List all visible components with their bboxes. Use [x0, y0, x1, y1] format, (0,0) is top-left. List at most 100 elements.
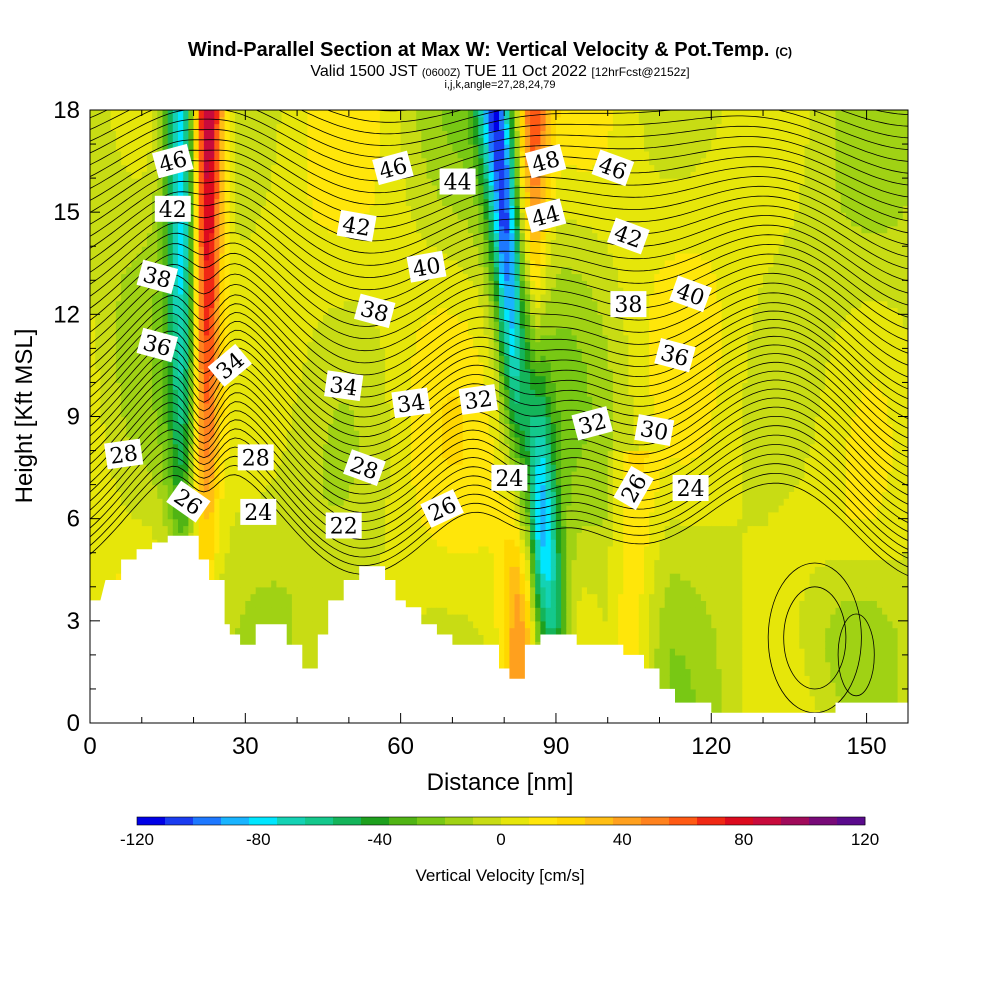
velocity-cell: [152, 110, 158, 111]
velocity-cell: [90, 402, 96, 411]
velocity-cell: [203, 171, 210, 179]
velocity-cell: [240, 280, 246, 288]
velocity-cell: [364, 368, 371, 377]
velocity-cell: [281, 198, 288, 206]
velocity-cell: [219, 293, 226, 302]
velocity-cell: [266, 205, 272, 213]
velocity-cell: [317, 491, 324, 499]
velocity-cell: [100, 232, 107, 240]
velocity-cell: [136, 416, 143, 424]
velocity-cell: [317, 144, 324, 152]
velocity-cell: [131, 178, 138, 186]
velocity-cell: [276, 464, 283, 472]
velocity-cell: [183, 110, 189, 111]
velocity-cell: [307, 314, 314, 322]
velocity-cell: [105, 430, 112, 438]
velocity-cell: [157, 246, 164, 254]
velocity-cell: [307, 178, 314, 186]
velocity-cell: [95, 178, 101, 186]
velocity-cell: [193, 205, 200, 213]
velocity-cell: [126, 130, 132, 138]
velocity-cell: [214, 464, 221, 472]
velocity-cell: [188, 409, 195, 418]
velocity-cell: [348, 423, 355, 431]
velocity-cell: [121, 389, 127, 397]
velocity-cell: [281, 293, 288, 302]
velocity-cell: [302, 341, 309, 349]
velocity-cell: [115, 423, 122, 431]
velocity-cell: [297, 614, 303, 622]
velocity-cell: [235, 280, 241, 288]
velocity-cell: [328, 430, 334, 438]
velocity-cell: [291, 123, 298, 131]
velocity-cell: [100, 205, 107, 213]
velocity-cell: [105, 123, 112, 131]
velocity-cell: [100, 436, 107, 445]
velocity-cell: [297, 178, 303, 186]
velocity-cell: [245, 293, 252, 302]
velocity-cell: [281, 525, 288, 533]
velocity-cell: [229, 477, 236, 486]
velocity-cell: [338, 157, 345, 166]
velocity-cell: [95, 246, 101, 254]
velocity-cell: [250, 205, 257, 213]
velocity-cell: [338, 491, 345, 499]
velocity-cell: [312, 110, 319, 111]
velocity-cell: [183, 273, 189, 281]
velocity-cell: [291, 368, 298, 377]
velocity-cell: [240, 600, 246, 608]
velocity-cell: [240, 471, 246, 479]
velocity-cell: [271, 191, 277, 200]
velocity-cell: [126, 539, 132, 547]
velocity-cell: [359, 253, 365, 261]
velocity-cell: [250, 266, 257, 275]
velocity-cell: [302, 171, 309, 179]
velocity-cell: [152, 164, 158, 172]
velocity-cell: [348, 341, 355, 349]
velocity-cell: [198, 205, 205, 213]
velocity-cell: [229, 389, 236, 397]
velocity-cell: [333, 573, 340, 581]
velocity-cell: [291, 477, 298, 486]
velocity-cell: [266, 382, 272, 390]
velocity-cell: [245, 110, 252, 118]
velocity-cell: [250, 402, 257, 411]
velocity-cell: [209, 552, 215, 561]
velocity-cell: [245, 266, 252, 275]
velocity-cell: [141, 505, 148, 513]
velocity-cell: [229, 511, 236, 520]
velocity-cell: [110, 566, 117, 574]
velocity-cell: [105, 321, 112, 329]
velocity-cell: [90, 334, 96, 343]
velocity-cell: [297, 505, 303, 513]
velocity-cell: [95, 389, 101, 397]
velocity-cell: [271, 586, 277, 595]
velocity-cell: [328, 116, 334, 125]
velocity-cell: [183, 232, 189, 240]
velocity-cell: [271, 116, 277, 125]
velocity-cell: [307, 225, 314, 234]
velocity-cell: [260, 423, 267, 431]
velocity-cell: [317, 212, 324, 220]
velocity-cell: [312, 307, 319, 315]
velocity-cell: [307, 382, 314, 390]
velocity-cell: [297, 225, 303, 234]
velocity-cell: [348, 246, 355, 254]
velocity-cell: [281, 532, 288, 540]
velocity-cell: [245, 130, 252, 138]
velocity-cell: [307, 362, 314, 370]
velocity-cell: [162, 225, 169, 234]
velocity-cell: [266, 164, 272, 172]
velocity-cell: [359, 477, 365, 486]
velocity-cell: [307, 580, 314, 588]
velocity-cell: [297, 293, 303, 302]
velocity-cell: [302, 396, 309, 404]
velocity-cell: [286, 266, 293, 275]
velocity-cell: [235, 212, 241, 220]
velocity-cell: [121, 355, 127, 363]
velocity-cell: [338, 321, 345, 329]
velocity-cell: [369, 287, 376, 295]
velocity-cell: [224, 184, 231, 193]
velocity-cell: [110, 396, 117, 404]
velocity-cell: [286, 164, 293, 172]
